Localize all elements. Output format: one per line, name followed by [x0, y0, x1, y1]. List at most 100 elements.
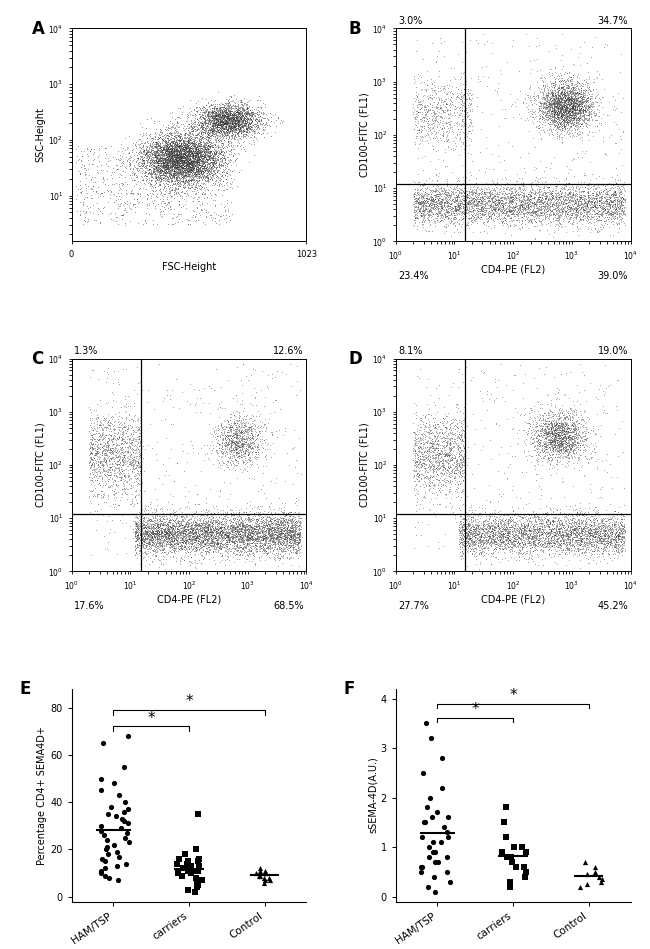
- X-axis label: FSC-Height: FSC-Height: [162, 262, 216, 271]
- Point: [212, 143, 222, 158]
- Point: [559, 509, 569, 524]
- Point: [504, 529, 515, 544]
- Point: [556, 471, 567, 486]
- Point: [285, 540, 296, 555]
- Point: [142, 144, 152, 159]
- Point: [473, 533, 484, 549]
- Point: [155, 156, 165, 171]
- Point: [162, 526, 172, 541]
- Point: [413, 439, 424, 455]
- Point: [84, 459, 95, 474]
- Point: [164, 152, 175, 167]
- Point: [469, 197, 480, 213]
- Point: [540, 424, 550, 439]
- Point: [274, 491, 284, 506]
- Point: [509, 207, 519, 222]
- Point: [177, 518, 187, 533]
- Point: [590, 508, 601, 523]
- Point: [252, 525, 262, 540]
- Point: [162, 141, 172, 157]
- Point: [222, 427, 233, 442]
- Point: [196, 150, 206, 165]
- Point: [239, 505, 249, 520]
- Point: [619, 183, 630, 198]
- Point: [286, 530, 296, 545]
- Point: [569, 195, 580, 211]
- Point: [551, 95, 561, 110]
- Point: [194, 517, 204, 532]
- Point: [211, 107, 221, 122]
- Point: [556, 108, 566, 123]
- Point: [176, 537, 186, 552]
- Point: [187, 542, 198, 557]
- Point: [528, 191, 538, 206]
- Point: [448, 415, 458, 430]
- Point: [185, 140, 195, 156]
- Point: [89, 431, 99, 446]
- Point: [239, 446, 250, 461]
- Point: [614, 193, 625, 208]
- Point: [239, 537, 250, 552]
- Point: [580, 442, 591, 457]
- Point: [248, 551, 258, 567]
- Point: [571, 435, 582, 450]
- Point: [569, 92, 579, 107]
- Point: [103, 177, 114, 193]
- Point: [226, 102, 236, 117]
- Point: [92, 437, 102, 453]
- Point: [552, 436, 563, 451]
- Point: [166, 119, 176, 134]
- Point: [545, 439, 555, 455]
- Point: [525, 79, 536, 94]
- Point: [162, 534, 172, 549]
- Point: [618, 524, 628, 539]
- Point: [236, 108, 246, 123]
- Point: [519, 189, 529, 204]
- Point: [494, 536, 504, 551]
- Point: [613, 541, 623, 556]
- Point: [619, 533, 629, 549]
- Point: [480, 195, 490, 211]
- Point: [227, 129, 237, 144]
- Point: [265, 441, 275, 456]
- Point: [188, 150, 198, 165]
- Point: [157, 143, 167, 158]
- Point: [562, 527, 573, 542]
- Point: [572, 126, 582, 141]
- Point: [156, 174, 166, 189]
- Point: [122, 456, 133, 471]
- Point: [482, 533, 493, 549]
- Point: [573, 532, 583, 548]
- Point: [194, 150, 204, 165]
- Point: [193, 529, 203, 544]
- Point: [235, 529, 246, 544]
- Point: [179, 168, 190, 183]
- Point: [565, 105, 575, 121]
- Point: [441, 210, 451, 225]
- Point: [596, 212, 606, 227]
- Point: [560, 205, 571, 220]
- Point: [190, 147, 200, 162]
- Point: [90, 447, 101, 462]
- Point: [536, 70, 546, 85]
- Point: [564, 425, 574, 440]
- Point: [480, 421, 490, 437]
- Point: [143, 515, 153, 530]
- Point: [206, 533, 216, 549]
- Point: [155, 538, 166, 553]
- Point: [477, 183, 488, 198]
- Point: [200, 107, 210, 122]
- Point: [229, 533, 240, 549]
- Point: [487, 206, 497, 221]
- Point: [565, 115, 575, 130]
- Point: [557, 440, 567, 456]
- Point: [483, 516, 493, 531]
- Point: [93, 165, 103, 180]
- Point: [480, 526, 490, 541]
- Point: [94, 437, 105, 452]
- Point: [187, 132, 198, 147]
- Point: [215, 114, 226, 129]
- Point: [226, 121, 236, 136]
- Point: [584, 214, 594, 230]
- Point: [574, 98, 584, 113]
